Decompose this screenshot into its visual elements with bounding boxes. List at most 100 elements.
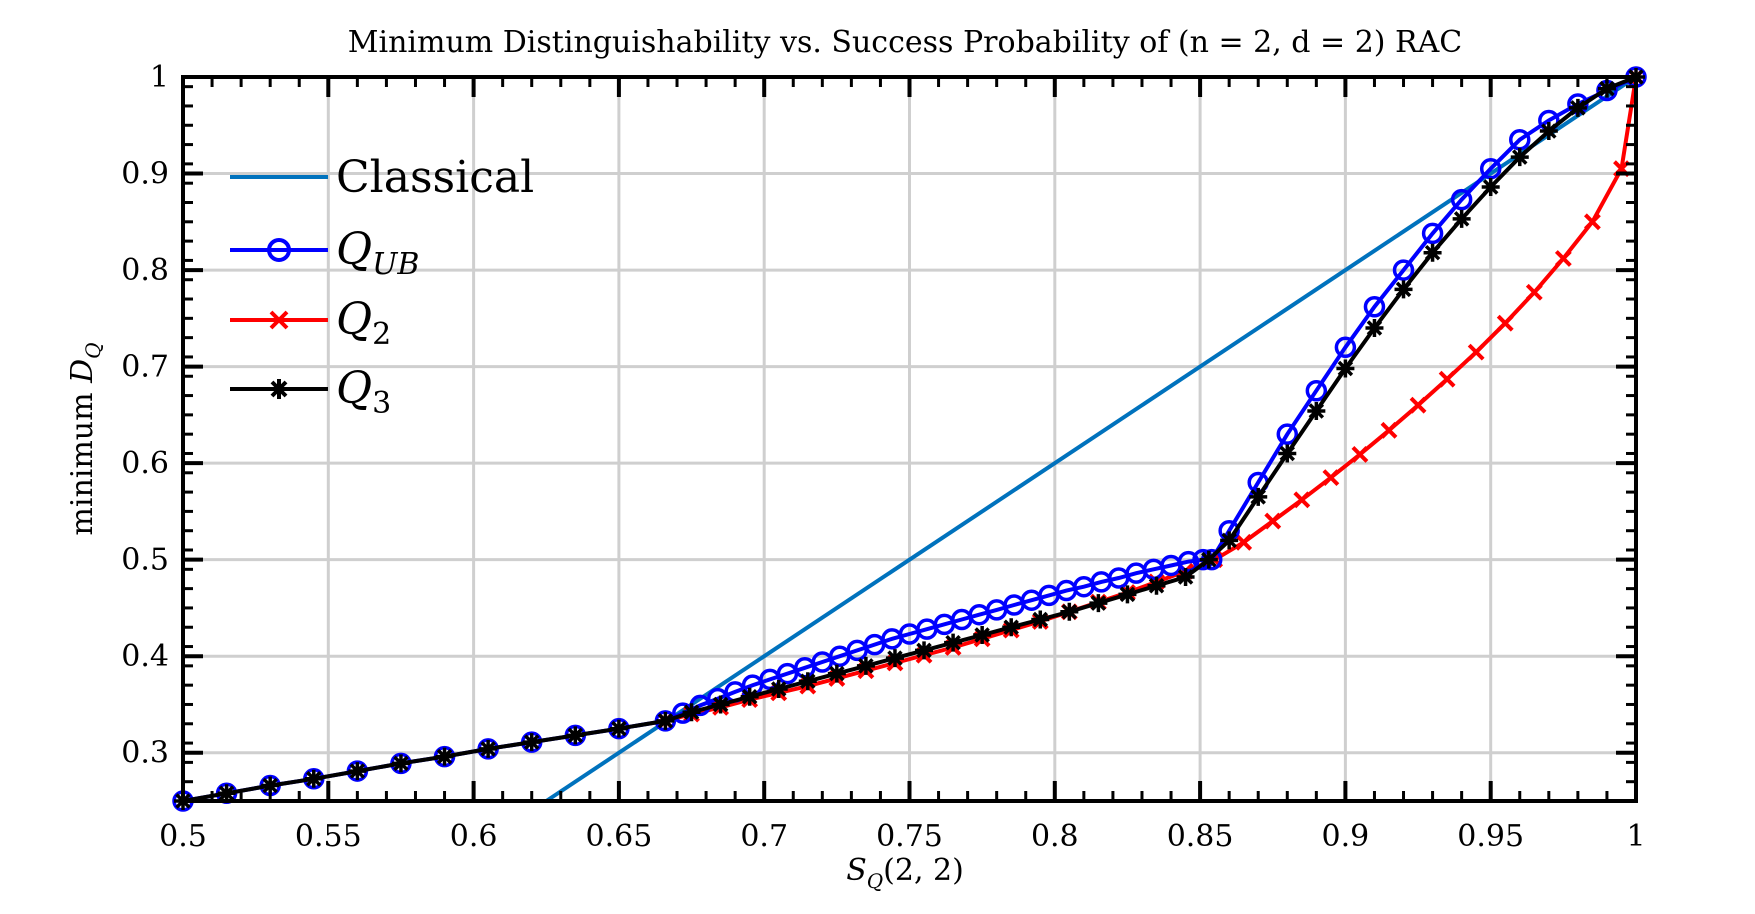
series-layer	[172, 66, 1647, 812]
data-point-asterisk	[1147, 576, 1166, 595]
x-tick-label: 0.65	[586, 819, 653, 854]
data-point-asterisk	[1568, 98, 1587, 117]
data-point-asterisk	[1002, 618, 1021, 637]
x-tick-label: 0.9	[1322, 819, 1370, 854]
data-point-x	[1235, 533, 1253, 551]
data-point-asterisk	[348, 762, 367, 781]
data-point-asterisk	[711, 695, 730, 714]
data-point-asterisk	[944, 633, 963, 652]
data-point-circle	[1363, 295, 1386, 318]
data-point-x	[1438, 370, 1456, 388]
data-point-x	[1351, 446, 1369, 463]
data-point-asterisk	[304, 769, 323, 788]
data-point-asterisk	[856, 656, 875, 675]
data-point-asterisk	[1060, 602, 1079, 621]
y-tick-label: 0.4	[121, 639, 169, 674]
data-point-asterisk	[1031, 610, 1050, 629]
data-point-circle	[1305, 379, 1328, 402]
y-tick-label: 0.8	[121, 253, 169, 288]
x-tick-label: 0.8	[1031, 819, 1079, 854]
data-point-x	[1322, 469, 1340, 487]
data-point-x	[1293, 491, 1311, 509]
data-point-circle	[1177, 550, 1200, 573]
legend-label-q2: Q2	[336, 294, 391, 352]
data-point-x	[1525, 283, 1543, 301]
data-point-x	[1583, 213, 1601, 231]
data-point-asterisk	[1118, 585, 1137, 604]
data-point-asterisk	[522, 733, 541, 752]
data-point-asterisk	[1365, 318, 1384, 337]
y-tick-label: 0.7	[121, 350, 169, 385]
data-point-asterisk	[769, 680, 788, 699]
legend-item-classical: Classical	[230, 152, 534, 203]
data-point-circle	[1450, 188, 1473, 211]
data-point-asterisk	[609, 719, 628, 738]
data-point-asterisk	[827, 664, 846, 683]
data-point-asterisk	[973, 625, 992, 644]
x-tick-label: 0.75	[876, 819, 943, 854]
data-point-asterisk	[391, 754, 410, 773]
data-point-asterisk	[1176, 568, 1195, 587]
data-point-asterisk	[1249, 487, 1268, 506]
x-tick-label: 1	[1626, 819, 1645, 854]
y-tick-label: 1	[150, 60, 169, 95]
data-point-asterisk	[1199, 550, 1218, 569]
y-tick-label: 0.6	[121, 446, 169, 481]
data-point-circle	[1276, 423, 1299, 445]
data-point-asterisk	[682, 703, 701, 722]
data-point-asterisk	[479, 739, 498, 758]
data-point-asterisk	[1220, 531, 1239, 550]
y-tick-label: 0.9	[121, 157, 169, 192]
data-point-asterisk	[1481, 178, 1500, 197]
data-point-asterisk	[1597, 79, 1616, 98]
data-point-x	[1409, 396, 1427, 414]
x-tick-label: 0.95	[1457, 819, 1524, 854]
data-point-circle	[1479, 157, 1502, 180]
data-point-asterisk	[1278, 444, 1297, 463]
data-point-asterisk	[1510, 148, 1529, 167]
y-tick-label: 0.5	[121, 543, 169, 578]
legend-label-classical: Classical	[336, 152, 534, 203]
data-point-asterisk	[1452, 209, 1471, 228]
x-tick-label: 0.85	[1167, 819, 1234, 854]
ticks	[181, 75, 1638, 803]
legend-marker-asterisk	[269, 379, 289, 399]
data-point-x	[1467, 343, 1485, 361]
data-point-asterisk	[1089, 594, 1108, 613]
data-point-circle	[1392, 259, 1415, 281]
data-point-x	[1496, 314, 1514, 332]
data-point-x	[1554, 250, 1572, 267]
data-point-asterisk	[740, 687, 759, 706]
legend-item-q-ub: QUB	[230, 224, 419, 282]
data-point-asterisk	[1394, 280, 1413, 299]
y-axis-label: minimum DQ	[65, 342, 105, 535]
legend: Classical QUB Q2 Q3	[230, 152, 534, 421]
data-point-x	[1380, 421, 1398, 439]
chart-title: Minimum Distinguishability vs. Success P…	[348, 25, 1462, 60]
legend-marker-circle	[267, 238, 291, 262]
series-line	[182, 75, 1637, 803]
data-point-asterisk	[1307, 402, 1326, 421]
data-point-asterisk	[435, 747, 454, 766]
data-point-asterisk	[566, 726, 585, 745]
data-point-asterisk	[1423, 243, 1442, 262]
tick-labels: 0.5 0.55 0.6 0.65 0.7 0.75 0.8 0.85 0.9 0.95 1 0.3 0…	[121, 60, 1645, 854]
data-point-asterisk	[217, 784, 236, 803]
data-point-asterisk	[261, 776, 280, 795]
y-tick-label: 0.3	[121, 736, 169, 771]
x-tick-label: 0.5	[159, 819, 207, 854]
x-tick-label: 0.7	[740, 819, 788, 854]
data-point-asterisk	[885, 649, 904, 668]
x-tick-label: 0.6	[450, 819, 498, 854]
legend-item-q3: Q3	[230, 363, 391, 421]
data-point-circle	[1334, 336, 1357, 359]
legend-label-q3: Q3	[336, 363, 391, 421]
data-point-x	[1264, 512, 1282, 530]
legend-label-q-ub: QUB	[336, 224, 419, 282]
data-point-asterisk	[915, 641, 934, 660]
x-axis-label: SQ(2, 2)	[846, 853, 964, 893]
data-point-circle	[1421, 222, 1444, 245]
series-q-3	[174, 68, 1645, 810]
